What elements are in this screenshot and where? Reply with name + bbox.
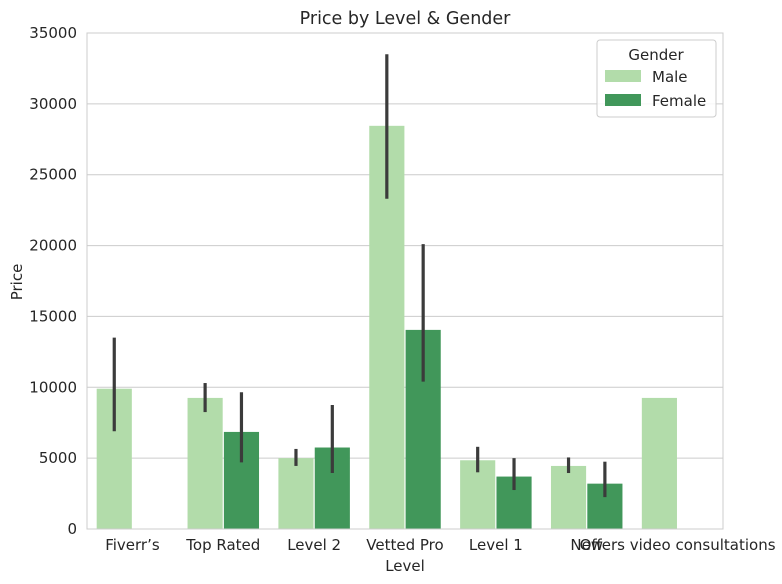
y-tick-labels: 0 5000 10000 15000 20000 25000 30000 35000: [29, 24, 77, 538]
x-tick-label: Fiverr’s: [105, 536, 160, 554]
y-axis-label: Price: [8, 264, 26, 301]
error-bars: [112, 54, 607, 498]
plot-frame: [86, 32, 724, 530]
legend-title: Gender: [628, 46, 684, 64]
y-tick-label: 30000: [29, 95, 77, 113]
bar-male: [550, 465, 587, 529]
y-tick-label: 0: [67, 520, 77, 538]
bar-male: [641, 397, 677, 529]
x-tick-label: Level 1: [469, 536, 523, 554]
chart-title: Price by Level & Gender: [300, 9, 512, 29]
legend-label-male: Male: [652, 68, 688, 86]
y-tick-label: 15000: [29, 307, 77, 325]
bar-male: [278, 458, 314, 529]
legend-label-female: Female: [652, 92, 706, 110]
x-axis-label: Level: [385, 557, 425, 575]
x-tick-label: Vetted Pro: [366, 536, 443, 554]
legend-swatch-female: [605, 94, 641, 106]
x-tick-label: Offers video consultations: [580, 536, 776, 554]
x-tick-labels: Fiverr’s Top Rated Level 2 Vetted Pro Level …: [105, 536, 776, 554]
y-tick-label: 20000: [29, 237, 77, 255]
y-tick-label: 10000: [29, 378, 77, 396]
legend: Gender Male Female: [596, 39, 717, 118]
y-tick-label: 25000: [29, 166, 77, 184]
legend-swatch-male: [605, 70, 641, 82]
bars: [96, 125, 677, 529]
y-tick-label: 5000: [39, 449, 77, 467]
x-tick-label: Top Rated: [185, 536, 260, 554]
y-tick-label: 35000: [29, 24, 77, 42]
x-tick-label: New: [570, 536, 603, 554]
x-tick-label: Level 2: [287, 536, 341, 554]
bar-male: [187, 397, 223, 529]
